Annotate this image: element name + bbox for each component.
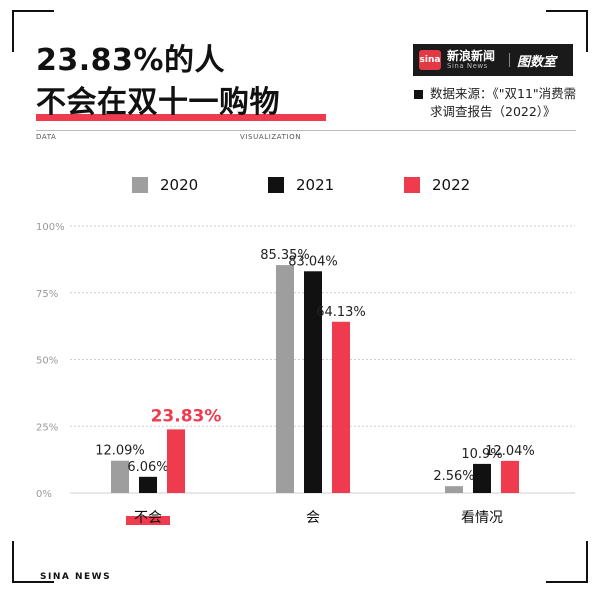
bar-value-label: 85.35% <box>260 248 310 263</box>
bar-value-label: 2.56% <box>433 469 474 484</box>
category-label: 会 <box>306 510 320 526</box>
bar-value-label: 83.04% <box>288 254 338 269</box>
bar-value-label: 23.83% <box>151 406 222 426</box>
y-tick-label: 75% <box>36 289 58 300</box>
legend-item-2022: 2022 <box>404 176 470 194</box>
header-divider <box>36 130 576 131</box>
title-highlight-bar <box>36 114 326 121</box>
legend-swatch-2020 <box>132 177 148 193</box>
sina-logo-icon: sina <box>419 50 441 70</box>
footer-brand: SINA NEWS <box>40 572 112 582</box>
page-title-line-1: 23.83%的人 <box>36 43 225 78</box>
bar-value-label: 64.13% <box>316 305 366 320</box>
rule-label-right: VISUALIZATION <box>240 133 302 141</box>
rule-label-left: DATA <box>36 133 57 141</box>
legend-label-2022: 2022 <box>432 176 471 194</box>
frame-corner-bottom-right <box>546 541 588 583</box>
brand-subtitle: Sina News <box>447 62 488 70</box>
y-tick-label: 100% <box>36 222 65 233</box>
bar-value-label: 12.09% <box>95 444 145 459</box>
bar-value-label: 12.04% <box>485 444 535 459</box>
partner-logo: 图数室 <box>517 55 557 70</box>
bar-2020 <box>445 486 463 493</box>
bar-2022 <box>332 321 350 493</box>
category-highlight <box>126 516 170 525</box>
category-label: 不会 <box>134 510 162 526</box>
bar-2021 <box>304 271 322 493</box>
bar-value-label: 6.06% <box>127 460 168 475</box>
page-title-line-2: 不会在双十一购物 <box>36 85 280 120</box>
legend-swatch-2022 <box>404 177 420 193</box>
data-source-note: 数据来源：《"双11"消费需求调查报告（2022）》 <box>430 86 577 119</box>
bar-2022 <box>501 460 519 493</box>
brand-separator <box>509 53 510 67</box>
brand-name: 新浪新闻 <box>447 49 496 63</box>
legend-item-2021: 2021 <box>268 176 334 194</box>
bar-2020 <box>111 460 129 493</box>
y-tick-label: 25% <box>36 422 58 433</box>
legend-label-2021: 2021 <box>296 176 335 194</box>
bar-2021 <box>139 476 157 493</box>
legend-item-2020: 2020 <box>132 176 198 194</box>
frame-corner-top-right <box>546 10 588 52</box>
brand-badge: sina 新浪新闻 Sina News 图数室 <box>413 44 573 76</box>
frame-corner-bottom-left <box>12 541 54 583</box>
legend-swatch-2021 <box>268 177 284 193</box>
bar-2021 <box>473 463 491 493</box>
source-bullet-icon <box>414 90 423 99</box>
bar-value-label: 10.9% <box>461 447 502 462</box>
legend-label-2020: 2020 <box>160 176 199 194</box>
category-label: 看情况 <box>461 510 503 526</box>
frame-corner-top-left <box>12 10 54 52</box>
y-tick-label: 0% <box>36 489 52 500</box>
bar-2022 <box>167 429 185 493</box>
y-tick-label: 50% <box>36 356 58 367</box>
bar-2020 <box>276 265 294 493</box>
